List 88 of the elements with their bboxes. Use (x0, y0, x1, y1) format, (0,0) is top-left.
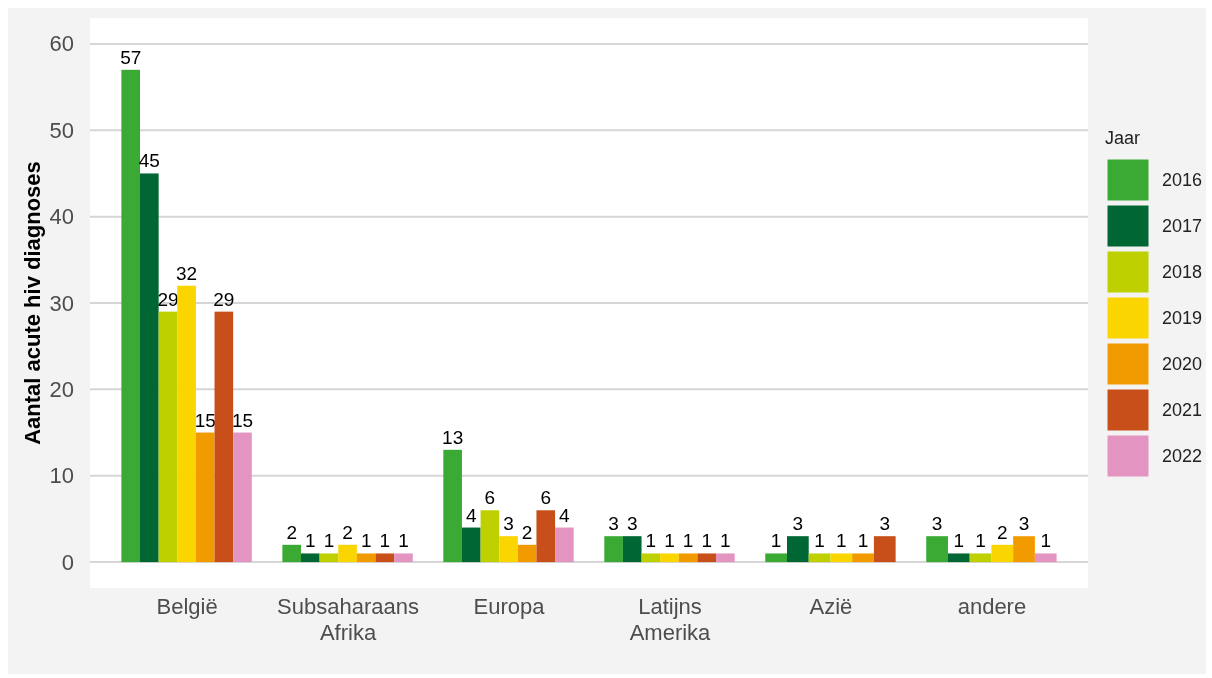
data-label: 15 (194, 409, 216, 431)
bar (177, 285, 196, 563)
data-label: 1 (857, 530, 869, 552)
legend-label: 2019 (1162, 308, 1203, 329)
bar (300, 553, 320, 563)
bar (678, 553, 698, 563)
bar (195, 432, 215, 563)
data-label: 1 (701, 530, 713, 552)
bar (622, 536, 642, 563)
legend-label: 2020 (1162, 354, 1203, 375)
bar (121, 69, 141, 563)
data-label: 1 (305, 530, 316, 552)
bar (480, 510, 500, 563)
data-label: 2 (286, 521, 297, 543)
bar (660, 553, 679, 563)
data-label: 3 (792, 513, 804, 535)
bar (697, 553, 717, 563)
bar (233, 432, 252, 563)
legend-label: 2018 (1162, 262, 1203, 283)
bar (555, 527, 574, 563)
data-label: 1 (379, 530, 391, 552)
legend-label: 2016 (1162, 170, 1203, 191)
data-label: 4 (465, 504, 477, 526)
data-label: 32 (176, 262, 198, 284)
bar (604, 536, 623, 563)
y-tick-label: 30 (49, 290, 74, 316)
x-tick-label: België (156, 594, 218, 619)
data-label: 6 (540, 487, 552, 509)
data-label: 2 (342, 521, 353, 543)
data-label: 3 (1018, 513, 1030, 535)
data-label: 2 (997, 521, 1008, 543)
bar (641, 553, 661, 563)
data-label: 1 (664, 530, 675, 552)
bar (319, 553, 339, 563)
bar (394, 553, 413, 563)
legend-label: 2021 (1162, 400, 1203, 421)
y-tick-label: 20 (49, 376, 74, 402)
data-label: 2 (521, 521, 533, 543)
y-tick-label: 10 (49, 463, 74, 489)
bar (443, 449, 462, 563)
bar (282, 544, 301, 563)
legend-label: 2022 (1162, 446, 1203, 467)
bar (499, 536, 518, 563)
data-label: 3 (879, 513, 891, 535)
data-label: 1 (398, 530, 409, 552)
data-label: 15 (231, 409, 254, 431)
x-tick-label: Latijns Amerika (629, 594, 712, 645)
data-label: 1 (836, 530, 847, 552)
data-label: 57 (120, 46, 142, 68)
data-label: 1 (1040, 530, 1052, 552)
data-label: 4 (559, 504, 571, 526)
data-label: 1 (770, 530, 782, 552)
y-tick-label: 0 (61, 549, 74, 575)
data-label: 1 (975, 530, 986, 552)
x-tick-label: andere (957, 594, 1027, 619)
data-label: 1 (360, 530, 372, 552)
y-tick-label: 50 (49, 117, 74, 143)
legend-label: 2017 (1162, 216, 1203, 237)
bar (356, 553, 376, 563)
bar (375, 553, 395, 563)
data-label: 3 (608, 513, 619, 535)
data-label: 1 (682, 530, 694, 552)
data-label: 3 (931, 513, 943, 535)
data-label: 1 (953, 530, 965, 552)
data-label: 1 (814, 530, 825, 552)
x-tick-label: Subsaharaans Afrika (277, 594, 419, 645)
data-label: 1 (720, 530, 731, 552)
x-tick-label: Europa (473, 594, 546, 619)
bar (214, 311, 234, 563)
data-label: 3 (503, 513, 514, 535)
data-label: 29 (213, 288, 235, 310)
x-tick-label: Azië (809, 594, 853, 619)
data-label: 1 (645, 530, 657, 552)
y-tick-label: 60 (49, 31, 74, 57)
bar (517, 544, 537, 563)
bar (338, 544, 357, 563)
bar (140, 173, 159, 563)
bar (536, 510, 556, 563)
bar (461, 527, 481, 563)
data-label: 13 (442, 426, 464, 448)
data-label: 1 (323, 530, 335, 552)
bar (158, 311, 178, 563)
legend-title: Jaar (1105, 128, 1141, 148)
data-label: 6 (484, 487, 496, 509)
data-label: 3 (626, 513, 638, 535)
y-tick-label: 40 (49, 204, 74, 230)
bar (716, 553, 735, 563)
y-axis-title: Aantal acute hiv diagnoses (20, 161, 45, 445)
